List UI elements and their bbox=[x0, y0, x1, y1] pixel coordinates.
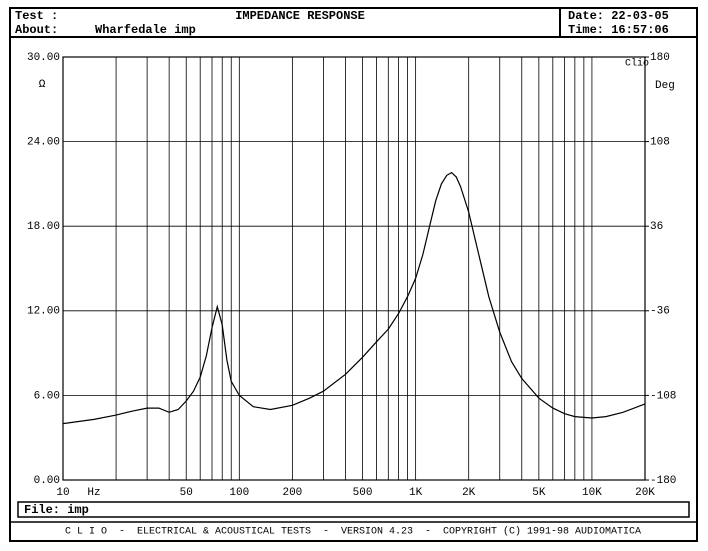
title: IMPEDANCE RESPONSE bbox=[235, 9, 365, 23]
x-tick-label: 200 bbox=[282, 487, 302, 499]
y-tick-label: 30.00 bbox=[27, 52, 60, 64]
x-tick-label: 10 bbox=[56, 487, 69, 499]
frame bbox=[9, 7, 698, 542]
y-tick-label: 6.00 bbox=[34, 390, 60, 402]
about: Wharfedale imp bbox=[95, 23, 196, 37]
y-label: Ω bbox=[39, 79, 46, 91]
file: File: imp bbox=[24, 503, 89, 517]
plot-frame bbox=[62, 56, 646, 481]
x-tick-label: 10K bbox=[582, 487, 602, 499]
y2-tick-label: 108 bbox=[650, 137, 670, 149]
brand: Clio bbox=[625, 58, 649, 70]
y2-tick-label: -108 bbox=[650, 390, 676, 402]
y2-tick-label: 36 bbox=[650, 221, 663, 233]
about-label: About: bbox=[15, 23, 58, 37]
x-tick-label: 20K bbox=[635, 487, 655, 499]
x-unit: Hz bbox=[87, 487, 100, 499]
y2-tick-label: 180 bbox=[650, 52, 670, 64]
x-tick-label: 100 bbox=[229, 487, 249, 499]
time: Time: 16:57:06 bbox=[568, 23, 669, 37]
plot: 0.00 6.00 12.00 18.00 24.00 30.00 -180 -108 -36 3… bbox=[27, 52, 676, 499]
y-tick-label: 12.00 bbox=[27, 306, 60, 318]
y2-tick-label: -180 bbox=[650, 475, 676, 487]
banner: C L I O - ELECTRICAL & ACOUSTICAL TESTS … bbox=[65, 526, 641, 538]
date: Date: 22-03-05 bbox=[568, 9, 669, 23]
x-tick-label: 2K bbox=[462, 487, 476, 499]
x-tick-label: 5K bbox=[532, 487, 546, 499]
y-tick-label: 24.00 bbox=[27, 137, 60, 149]
y-tick-label: 18.00 bbox=[27, 221, 60, 233]
y-tick-label: 0.00 bbox=[34, 475, 60, 487]
x-tick-label: 50 bbox=[180, 487, 193, 499]
x-tick-label: 500 bbox=[353, 487, 373, 499]
impedance-curve bbox=[62, 171, 646, 425]
y2-label: Deg bbox=[655, 80, 675, 92]
x-tick-label: 1K bbox=[409, 487, 423, 499]
file-box bbox=[17, 501, 690, 518]
y2-tick-label: -36 bbox=[650, 306, 670, 318]
test-label: Test : bbox=[15, 9, 58, 23]
